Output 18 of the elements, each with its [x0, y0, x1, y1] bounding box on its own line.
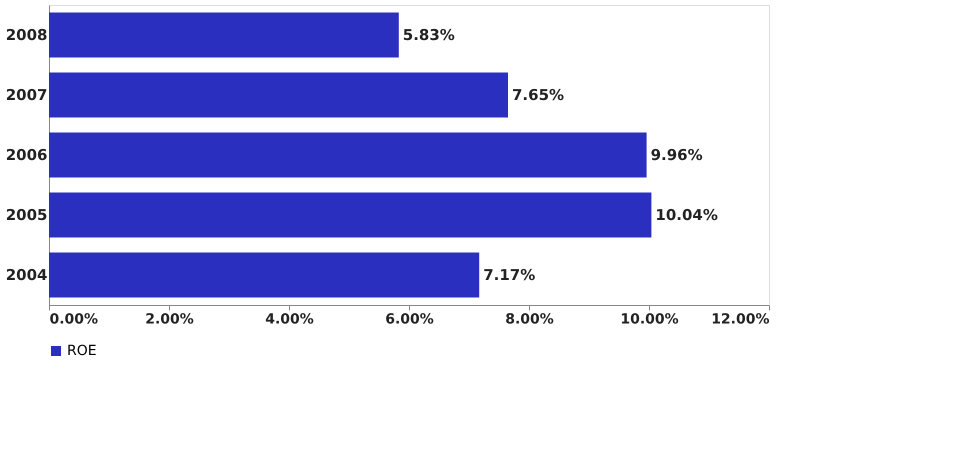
x-tick-label: 0.00%	[50, 312, 98, 328]
data-label: 7.65%	[512, 86, 564, 104]
x-tick-label: 6.00%	[385, 312, 434, 328]
y-tick-label: 2008	[6, 26, 48, 44]
data-label: 10.04%	[655, 206, 718, 224]
data-label: 9.96%	[650, 146, 703, 164]
x-tick-label: 2.00%	[145, 312, 194, 328]
x-tick-label: 8.00%	[505, 312, 554, 328]
x-tick-label: 10.00%	[620, 312, 679, 328]
data-label: 7.17%	[483, 266, 536, 284]
legend-label: ROE	[67, 343, 97, 359]
x-tick-label: 12.00%	[711, 312, 770, 328]
y-tick-label: 2007	[6, 86, 48, 104]
data-label: 5.83%	[402, 26, 455, 44]
y-tick-label: 2005	[6, 206, 48, 224]
y-tick-label: 2006	[6, 146, 48, 164]
x-tick-label: 4.00%	[265, 312, 314, 328]
y-tick-label: 2004	[6, 266, 48, 284]
